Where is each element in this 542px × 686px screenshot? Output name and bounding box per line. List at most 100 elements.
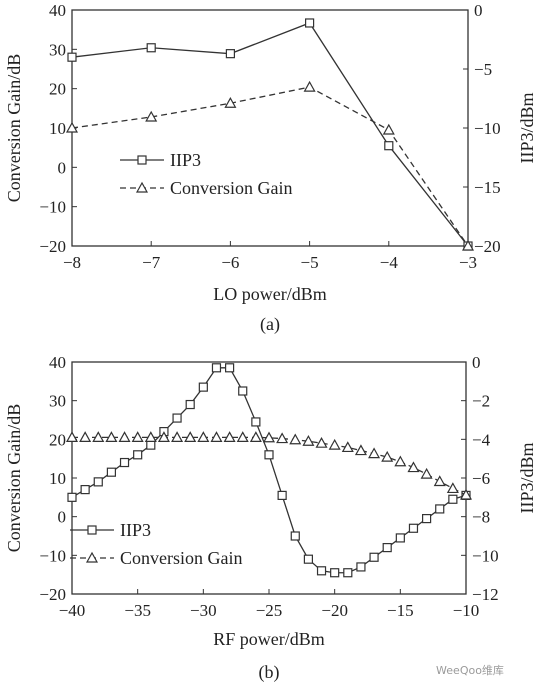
data-point (172, 413, 182, 423)
y-axis-left-label: Conversion Gain/dB (4, 404, 24, 553)
data-point (65, 121, 79, 133)
data-point (185, 399, 195, 410)
x-axis-label: LO power/dBm (213, 284, 326, 304)
data-point (289, 433, 302, 445)
panel-label: (b) (259, 662, 280, 683)
x-tick-label: −3 (459, 253, 477, 272)
data-point (79, 431, 92, 442)
data-point (316, 566, 327, 576)
data-point (236, 431, 249, 442)
y-left-tick-label: 20 (49, 430, 66, 449)
data-point (223, 431, 236, 442)
data-point (119, 457, 130, 468)
data-point (368, 447, 381, 459)
data-point (157, 431, 170, 442)
data-point (394, 455, 407, 467)
data-point (305, 18, 315, 28)
y-left-tick-label: 30 (49, 40, 66, 59)
legend: IIP3 Conversion Gain (70, 520, 242, 568)
data-point (356, 562, 366, 572)
data-point (224, 96, 237, 108)
x-tick-label: −40 (59, 601, 86, 620)
watermark: WeeQoo维库 (436, 664, 504, 677)
data-point (330, 568, 340, 578)
y-axis-right-label: IIP3/dBm (517, 442, 537, 513)
data-point (92, 431, 105, 442)
data-point (146, 440, 156, 450)
y-right-tick-label: −15 (474, 178, 501, 197)
y-left-tick-label: 40 (49, 353, 66, 372)
data-point (343, 568, 353, 578)
data-point (251, 417, 261, 427)
data-point (382, 123, 395, 135)
data-point (303, 554, 313, 564)
data-point (171, 431, 184, 442)
data-point (277, 490, 287, 500)
y-axis-right-label: IIP3/dBm (517, 92, 537, 163)
y-left-tick-label: −20 (39, 585, 66, 604)
series-line (71, 86, 469, 247)
y-right-tick-label: −8 (472, 508, 490, 527)
data-point (118, 431, 131, 442)
data-point (133, 450, 143, 460)
legend-marker (87, 525, 97, 535)
y-right-tick-label: −20 (474, 237, 501, 256)
data-point (303, 80, 316, 92)
data-point (145, 110, 158, 122)
data-point (262, 431, 276, 443)
y-right-tick-label: −10 (472, 546, 499, 565)
data-point (302, 435, 315, 446)
data-point (420, 467, 433, 479)
series-conversion-gain (65, 80, 475, 251)
y-left-tick-label: 20 (49, 80, 66, 99)
legend-label: IIP3 (170, 150, 201, 170)
x-axis-label: RF power/dBm (213, 629, 325, 649)
x-tick-label: −20 (321, 601, 348, 620)
legend-marker (135, 181, 149, 193)
y-right-tick-label: −10 (474, 119, 501, 138)
panel-a: −8 −7 −6 −5 −4 −3403020100−10−200−5−10−15−20 … (4, 1, 537, 335)
data-point (197, 431, 210, 442)
data-point (225, 363, 235, 373)
legend-label: Conversion Gain (120, 548, 242, 568)
data-point (93, 477, 103, 487)
data-point (435, 504, 445, 514)
data-point (276, 432, 289, 444)
legend: IIP3 Conversion Gain (120, 150, 292, 198)
data-point (341, 441, 354, 453)
data-point (198, 382, 208, 392)
data-point (407, 461, 420, 473)
legend-marker (137, 155, 147, 165)
data-point (106, 467, 117, 477)
data-point (67, 52, 77, 62)
y-right-tick-label: 0 (472, 353, 481, 372)
data-point (290, 531, 300, 541)
data-point (80, 485, 90, 495)
x-tick-label: −35 (124, 601, 151, 620)
series-iip3 (67, 18, 473, 251)
y-left-tick-label: −10 (39, 546, 66, 565)
panel-label: (a) (260, 314, 280, 335)
data-point (315, 436, 328, 448)
legend-label: IIP3 (120, 520, 151, 540)
data-point (446, 482, 459, 494)
y-left-tick-label: 10 (49, 469, 66, 488)
data-point (395, 533, 405, 543)
series-conversion-gain (65, 431, 473, 500)
data-point (131, 431, 144, 442)
x-tick-label: −4 (380, 253, 399, 272)
y-right-tick-label: −12 (472, 585, 499, 604)
data-point (461, 239, 475, 251)
data-point (382, 542, 392, 553)
y-left-tick-label: 0 (58, 508, 67, 527)
x-tick-label: −10 (453, 601, 480, 620)
data-point (105, 431, 118, 442)
y-left-tick-label: 0 (58, 158, 67, 177)
data-point (459, 488, 473, 500)
data-point (408, 523, 419, 533)
y-left-tick-label: −20 (39, 237, 66, 256)
data-point (225, 49, 235, 59)
x-tick-label: −6 (221, 253, 239, 272)
data-point (369, 552, 379, 562)
data-point (249, 431, 262, 442)
